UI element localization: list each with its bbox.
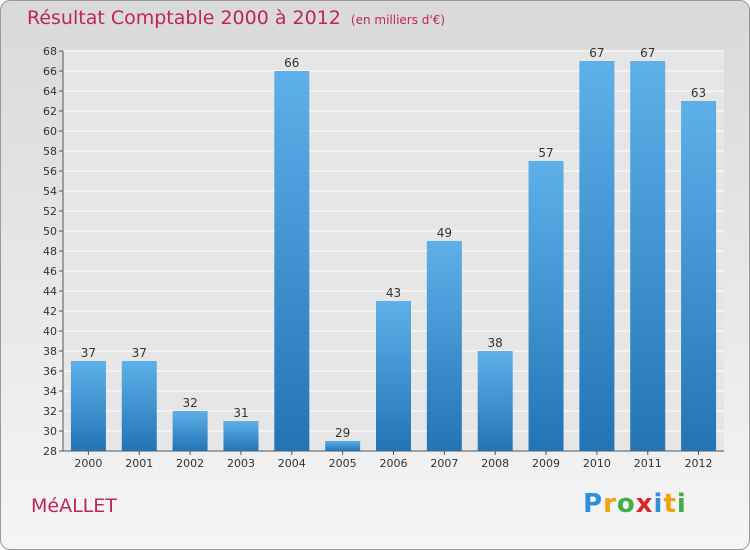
- y-tick-label: 58: [43, 145, 57, 158]
- y-tick-label: 32: [43, 405, 57, 418]
- chart-subtitle: (en milliers d'€): [350, 13, 446, 27]
- y-tick-label: 68: [43, 45, 57, 58]
- y-tick-label: 42: [43, 305, 57, 318]
- y-tick-label: 36: [43, 365, 57, 378]
- y-tick-label: 48: [43, 245, 57, 258]
- y-tick-label: 44: [43, 285, 57, 298]
- bar-value-label: 31: [233, 406, 248, 420]
- x-tick-label: 2010: [583, 457, 611, 470]
- bar-value-label: 29: [335, 426, 350, 440]
- bar: [70, 361, 106, 451]
- x-tick-label: 2002: [176, 457, 204, 470]
- proxiti-logo[interactable]: Proxiti: [583, 489, 687, 519]
- chart-title-row: Résultat Comptable 2000 à 2012 (en millie…: [27, 7, 445, 29]
- bar-value-label: 57: [538, 146, 553, 160]
- logo-letter: x: [635, 489, 654, 519]
- y-tick-label: 52: [43, 205, 57, 218]
- x-tick-label: 2009: [532, 457, 560, 470]
- y-tick-label: 50: [43, 225, 57, 238]
- bar-value-label: 67: [640, 46, 655, 60]
- y-tick-label: 54: [43, 185, 57, 198]
- bar: [172, 411, 208, 451]
- bar-value-label: 43: [386, 286, 401, 300]
- logo-letter: i: [653, 489, 664, 519]
- bar: [477, 351, 513, 451]
- x-tick-label: 2012: [685, 457, 713, 470]
- x-tick-label: 2003: [227, 457, 255, 470]
- bar-value-label: 37: [132, 346, 147, 360]
- y-tick-label: 34: [43, 385, 57, 398]
- logo-letter: r: [603, 489, 617, 519]
- bar: [223, 421, 259, 451]
- y-tick-label: 56: [43, 165, 57, 178]
- y-tick-label: 62: [43, 105, 57, 118]
- x-tick-label: 2004: [278, 457, 306, 470]
- bar-value-label: 38: [488, 336, 503, 350]
- bar: [274, 71, 310, 451]
- y-tick-label: 46: [43, 265, 57, 278]
- bar-value-label: 63: [691, 86, 706, 100]
- y-tick-label: 38: [43, 345, 57, 358]
- x-tick-label: 2007: [430, 457, 458, 470]
- bar: [681, 101, 717, 451]
- commune-name: MéALLET: [31, 495, 117, 517]
- y-tick-label: 40: [43, 325, 57, 338]
- y-tick-label: 66: [43, 65, 57, 78]
- bar: [325, 441, 361, 451]
- x-tick-label: 2000: [74, 457, 102, 470]
- x-tick-label: 2011: [634, 457, 662, 470]
- bar-value-label: 32: [182, 396, 197, 410]
- bar: [121, 361, 157, 451]
- x-tick-label: 2005: [329, 457, 357, 470]
- y-tick-label: 28: [43, 445, 57, 458]
- bar: [376, 301, 411, 451]
- bar-value-label: 66: [284, 56, 299, 70]
- y-tick-label: 60: [43, 125, 57, 138]
- logo-letter: i: [676, 489, 687, 519]
- logo-letter: P: [583, 489, 604, 519]
- x-tick-label: 2001: [125, 457, 153, 470]
- y-tick-label: 64: [43, 85, 57, 98]
- logo-letter: t: [663, 489, 677, 519]
- bar: [528, 161, 564, 451]
- bar-value-label: 49: [437, 226, 452, 240]
- bar-value-label: 67: [589, 46, 604, 60]
- x-tick-label: 2006: [380, 457, 408, 470]
- logo-letter: o: [616, 489, 636, 519]
- chart-title: Résultat Comptable 2000 à 2012: [27, 7, 341, 29]
- bar: [630, 61, 666, 451]
- bar-value-label: 37: [81, 346, 96, 360]
- y-tick-label: 30: [43, 425, 57, 438]
- bar: [579, 61, 615, 451]
- bar: [426, 241, 462, 451]
- x-tick-label: 2008: [481, 457, 509, 470]
